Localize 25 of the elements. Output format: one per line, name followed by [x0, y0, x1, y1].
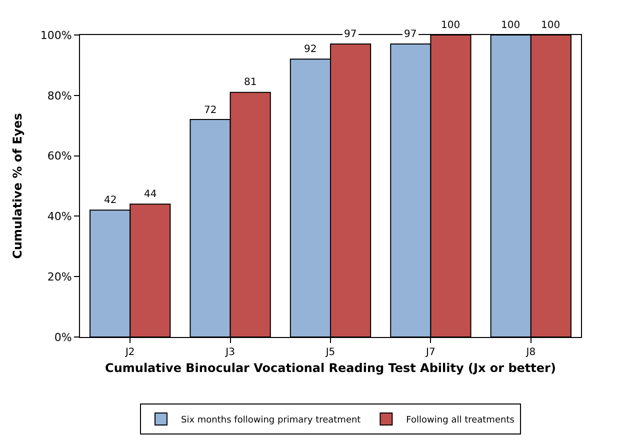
legend-label: Following all treatments [406, 415, 515, 426]
x-tick-label: J2 [124, 347, 135, 358]
x-axis-title: Cumulative Binocular Vocational Reading Test Ability (Jx or better) [105, 360, 556, 375]
data-label: 44 [144, 189, 157, 200]
y-axis-title: Cumulative % of Eyes [10, 113, 25, 259]
x-tick-label: J7 [425, 347, 436, 358]
data-label: 42 [104, 195, 117, 206]
data-label: 72 [204, 105, 217, 116]
x-tick-label: J8 [525, 347, 536, 358]
data-label: 97 [344, 29, 357, 40]
data-label: 97 [404, 29, 417, 40]
data-label: 92 [304, 44, 317, 55]
x-tick-label: J5 [324, 347, 336, 358]
data-label: 100 [541, 20, 560, 31]
data-label: 100 [501, 20, 520, 31]
y-tick-label: 80% [47, 89, 72, 102]
y-tick-label: 20% [47, 270, 72, 284]
y-tick-label: 100% [40, 28, 72, 42]
y-tick-label: 40% [47, 210, 72, 224]
y-tick-label: 60% [47, 150, 72, 163]
data-label: 100 [441, 20, 460, 31]
data-label: 81 [244, 77, 257, 88]
legend-label: Six months following primary treatment [181, 415, 362, 426]
y-tick-label: 0% [54, 330, 72, 344]
x-tick-label: J3 [224, 347, 235, 358]
